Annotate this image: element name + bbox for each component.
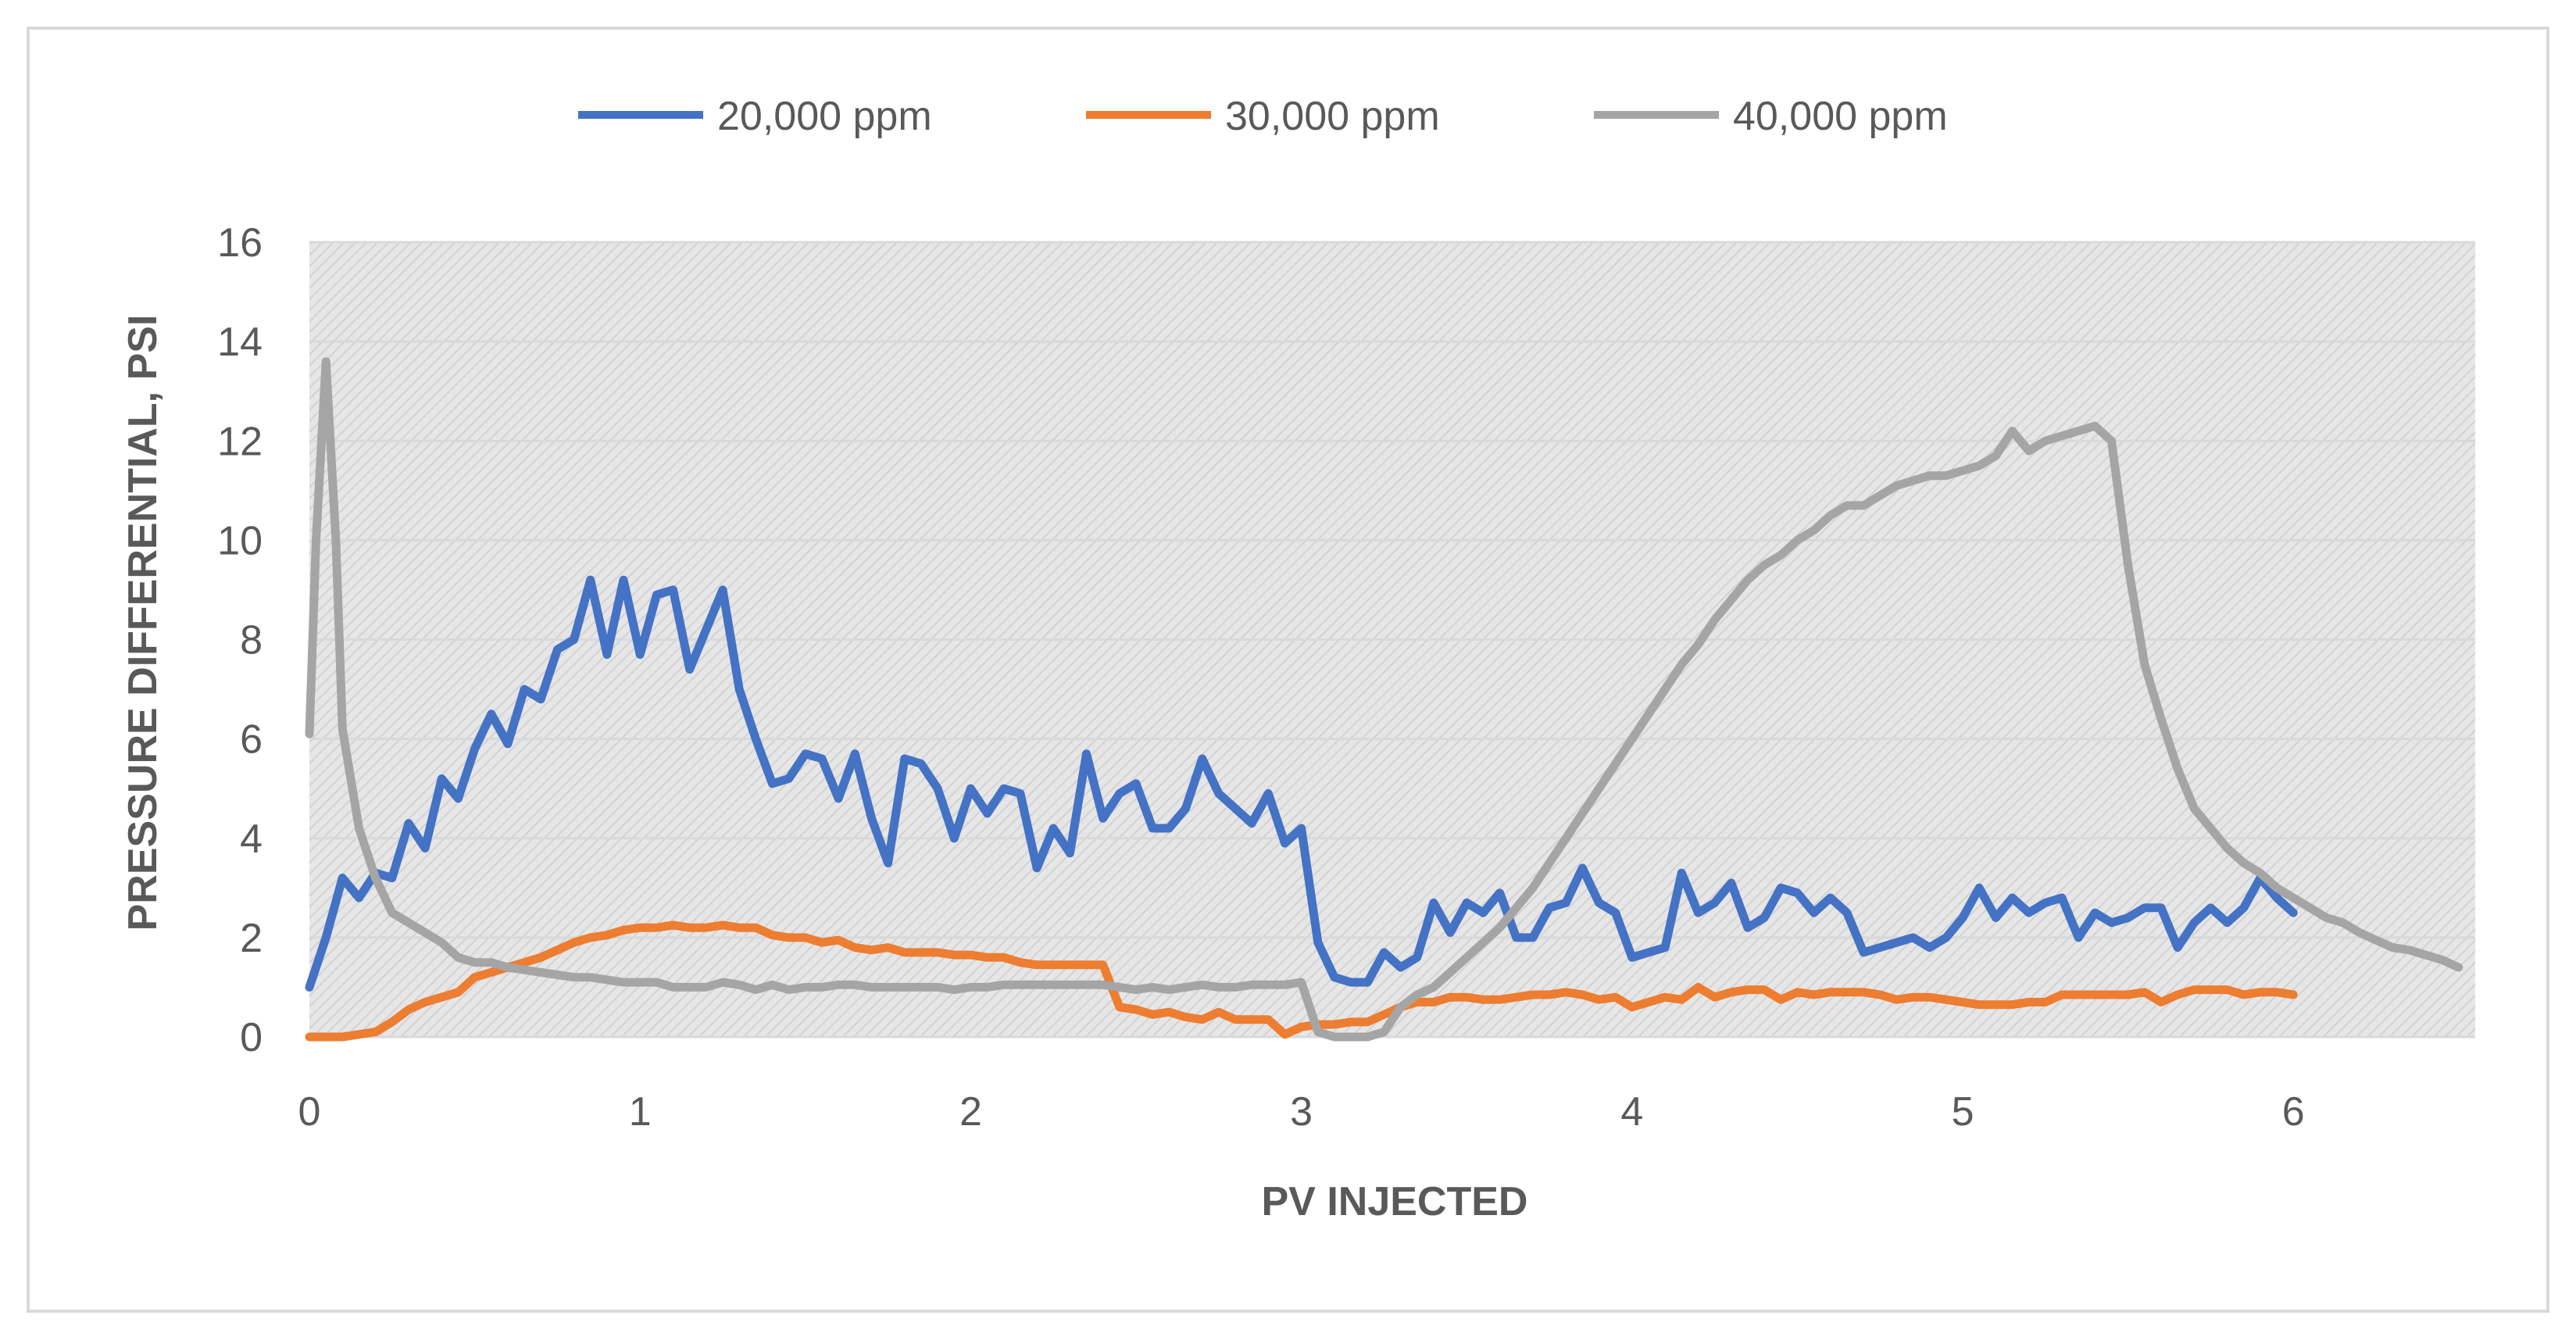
y-axis-title: PRESSURE DIFFERENTIAL, PSI	[120, 315, 166, 931]
y-tick-label: 4	[240, 817, 263, 862]
legend-label-20000: 20,000 ppm	[717, 94, 932, 139]
x-tick-label: 1	[629, 1089, 652, 1135]
y-tick-label: 6	[240, 717, 263, 763]
x-tick-label: 5	[1952, 1089, 1974, 1135]
y-tick-label: 2	[240, 916, 263, 961]
y-tick-label: 16	[217, 220, 263, 266]
y-axis-ticks: 0 2 4 6 8 10 12 14 16	[217, 220, 263, 1060]
x-tick-label: 0	[298, 1089, 321, 1135]
series-line-20-000-ppm	[305, 575, 2298, 992]
series-line-30-000-ppm	[305, 920, 2298, 1042]
x-tick-label: 4	[1620, 1089, 1643, 1135]
y-tick-label: 0	[240, 1015, 263, 1060]
y-tick-label: 14	[217, 320, 263, 365]
x-tick-label: 3	[1290, 1089, 1313, 1135]
series-line-40-000-ppm	[305, 357, 2463, 1042]
x-tick-label: 2	[959, 1089, 982, 1135]
gridlines	[309, 241, 2475, 1038]
y-tick-label: 8	[240, 618, 263, 663]
x-axis-title: PV INJECTED	[1262, 1179, 1528, 1224]
y-tick-label: 12	[217, 419, 263, 464]
x-axis-ticks: 0 1 2 3 4 5 6	[298, 1089, 2305, 1135]
legend-label-30000: 30,000 ppm	[1225, 94, 1440, 139]
x-tick-label: 6	[2282, 1089, 2305, 1135]
series-lines	[305, 357, 2463, 1042]
legend-label-40000: 40,000 ppm	[1733, 94, 1948, 139]
legend: 20,000 ppm 30,000 ppm 40,000 ppm	[578, 94, 1948, 139]
y-tick-label: 10	[217, 518, 263, 563]
